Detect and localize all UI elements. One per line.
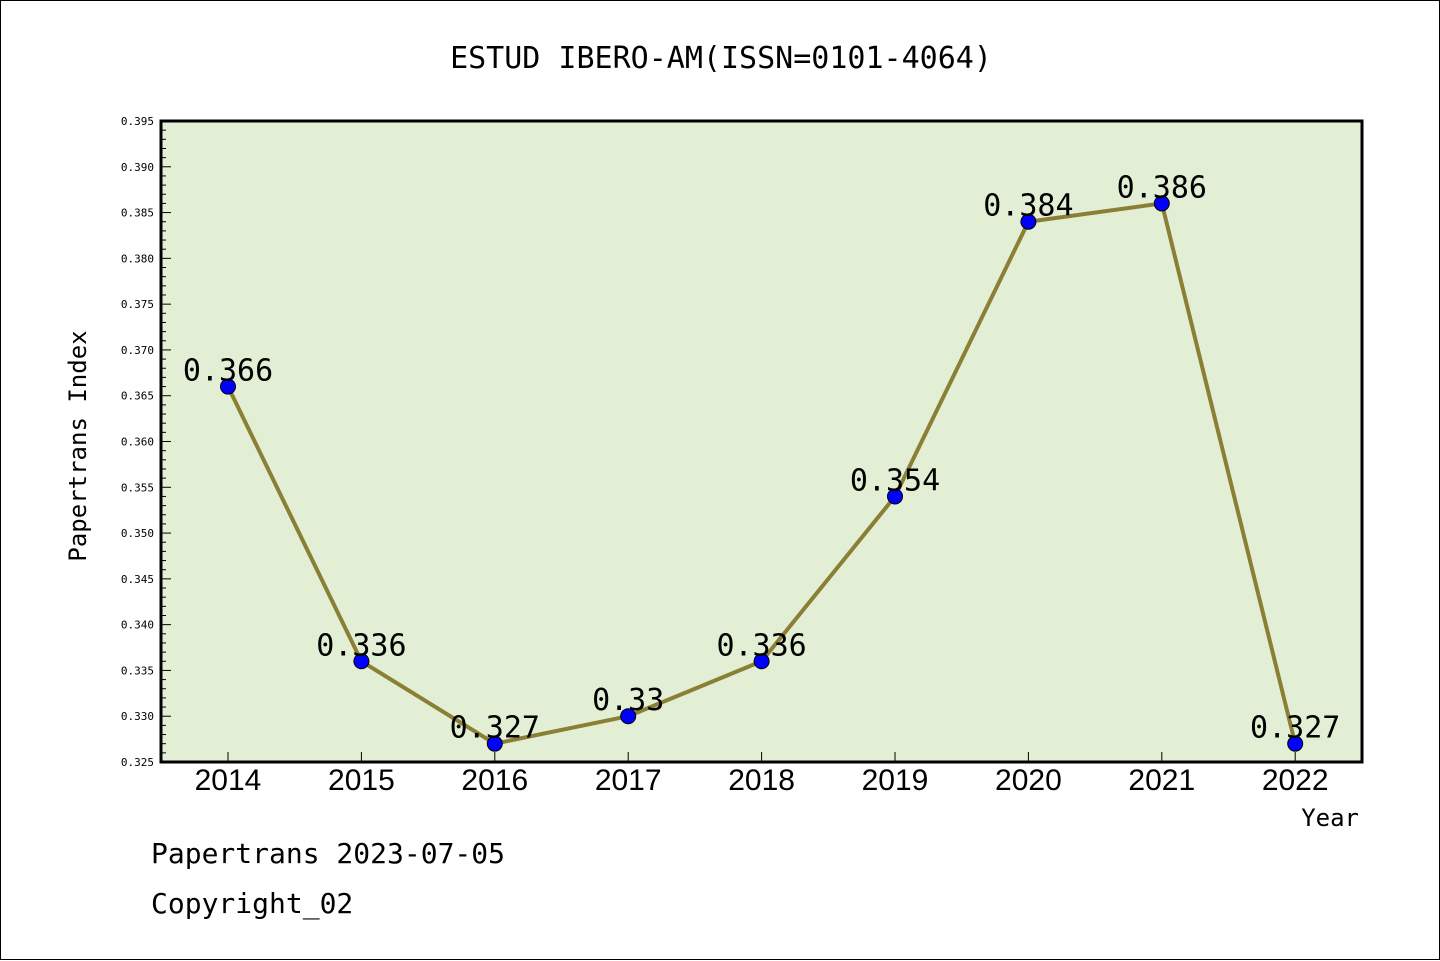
y-axis-tick-labels: 0.325 0.330 0.335 0.340 0.345 0.350 0.355 0.360… (121, 115, 154, 769)
data-label: 0.386 (1117, 170, 1207, 205)
x-tick-label: 2022 (1262, 764, 1329, 797)
y-tick-label: 0.325 (121, 756, 154, 769)
data-point (1020, 213, 1037, 230)
x-tick-label: 2020 (995, 764, 1062, 797)
y-tick-label: 0.330 (121, 710, 154, 723)
y-axis-title: Papertrans Index (64, 330, 92, 561)
y-tick-label: 0.340 (121, 619, 154, 632)
y-tick-label: 0.335 (121, 664, 154, 677)
data-point (1153, 195, 1170, 212)
data-labels: 0.366 0.336 0.327 0.33 0.336 0.354 0.384 0.386 0… (183, 170, 1341, 745)
data-label: 0.327 (1250, 711, 1340, 746)
data-point (1287, 735, 1304, 752)
data-point (620, 708, 637, 725)
x-axis-title: Year (1301, 804, 1359, 832)
y-tick-label: 0.390 (121, 161, 154, 174)
plot-border (159, 119, 1364, 764)
data-label: 0.327 (450, 711, 540, 746)
data-label: 0.336 (716, 628, 806, 663)
x-tick-label: 2018 (728, 764, 795, 797)
data-point (887, 488, 903, 505)
x-tick-label: 2015 (328, 764, 395, 797)
footer-copyright: Copyright_02 (151, 887, 354, 920)
x-tick-label: 2014 (195, 764, 262, 797)
y-tick-label: 0.380 (121, 252, 154, 265)
footer-date: Papertrans 2023-07-05 (151, 837, 506, 870)
data-point (353, 653, 370, 670)
y-tick-label: 0.370 (121, 344, 154, 357)
data-label: 0.336 (316, 628, 406, 663)
y-tick-label: 0.345 (121, 573, 154, 586)
data-label: 0.366 (183, 354, 273, 389)
x-tick-label: 2016 (461, 764, 528, 797)
x-axis-tick-labels: 2014 2015 2016 2017 2018 2019 2020 2021 2022 (195, 764, 1329, 797)
data-point (486, 735, 503, 752)
y-tick-label: 0.360 (121, 436, 154, 449)
x-axis-ticks (227, 752, 1296, 762)
data-label: 0.33 (592, 683, 664, 718)
data-point (753, 653, 770, 670)
y-tick-label: 0.375 (121, 298, 154, 311)
y-tick-label: 0.395 (121, 115, 154, 128)
y-tick-label: 0.355 (121, 481, 154, 494)
x-tick-label: 2017 (595, 764, 662, 797)
data-point (220, 378, 236, 395)
data-label: 0.384 (983, 189, 1073, 224)
x-tick-label: 2019 (862, 764, 929, 797)
y-tick-label: 0.365 (121, 390, 154, 403)
series-markers (220, 195, 1304, 752)
x-tick-label: 2021 (1128, 764, 1195, 797)
y-tick-label: 0.350 (121, 527, 154, 540)
data-label: 0.354 (850, 463, 940, 498)
y-tick-label: 0.385 (121, 207, 154, 220)
chart-title: ESTUD IBERO-AM(ISSN=0101-4064) (450, 41, 992, 76)
